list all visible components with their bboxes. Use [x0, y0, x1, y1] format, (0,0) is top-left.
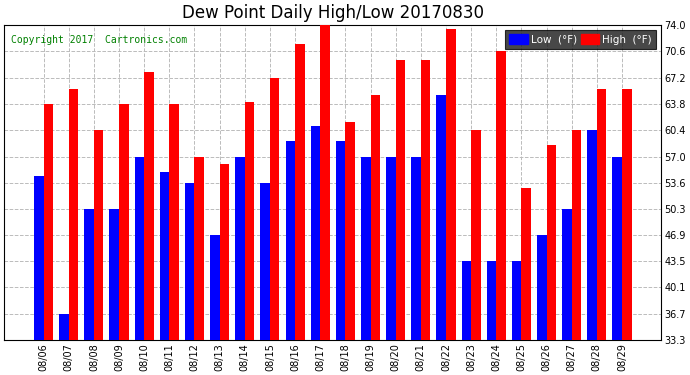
Bar	[486, 261, 496, 340]
Bar	[135, 157, 144, 340]
Bar	[270, 78, 279, 340]
Bar	[160, 172, 169, 340]
Bar	[210, 235, 219, 340]
Bar	[69, 88, 78, 340]
Bar	[260, 183, 270, 340]
Text: Copyright 2017  Cartronics.com: Copyright 2017 Cartronics.com	[11, 34, 187, 45]
Bar	[421, 60, 431, 340]
Bar	[512, 261, 522, 340]
Bar	[471, 130, 481, 340]
Bar	[94, 130, 104, 340]
Bar	[386, 157, 395, 340]
Bar	[235, 157, 245, 340]
Bar	[336, 141, 346, 340]
Bar	[59, 314, 69, 340]
Bar	[613, 157, 622, 340]
Bar	[496, 51, 506, 340]
Bar	[537, 235, 546, 340]
Bar	[84, 209, 94, 340]
Bar	[310, 126, 320, 340]
Bar	[361, 157, 371, 340]
Bar	[572, 130, 581, 340]
Bar	[110, 209, 119, 340]
Bar	[169, 104, 179, 340]
Bar	[245, 102, 255, 340]
Bar	[436, 95, 446, 340]
Bar	[462, 261, 471, 340]
Bar	[346, 122, 355, 340]
Bar	[34, 176, 43, 340]
Bar	[43, 104, 53, 340]
Bar	[286, 141, 295, 340]
Bar	[295, 45, 304, 340]
Bar	[546, 145, 556, 340]
Bar	[411, 157, 421, 340]
Bar	[371, 95, 380, 340]
Legend: Low  (°F), High  (°F): Low (°F), High (°F)	[505, 30, 656, 49]
Bar	[622, 88, 631, 340]
Bar	[446, 29, 455, 340]
Bar	[562, 209, 572, 340]
Bar	[587, 130, 597, 340]
Bar	[195, 157, 204, 340]
Bar	[597, 88, 607, 340]
Bar	[185, 183, 195, 340]
Bar	[144, 72, 154, 340]
Bar	[320, 25, 330, 340]
Bar	[119, 104, 128, 340]
Bar	[395, 60, 405, 340]
Title: Dew Point Daily High/Low 20170830: Dew Point Daily High/Low 20170830	[181, 4, 484, 22]
Bar	[522, 188, 531, 340]
Bar	[219, 164, 229, 340]
